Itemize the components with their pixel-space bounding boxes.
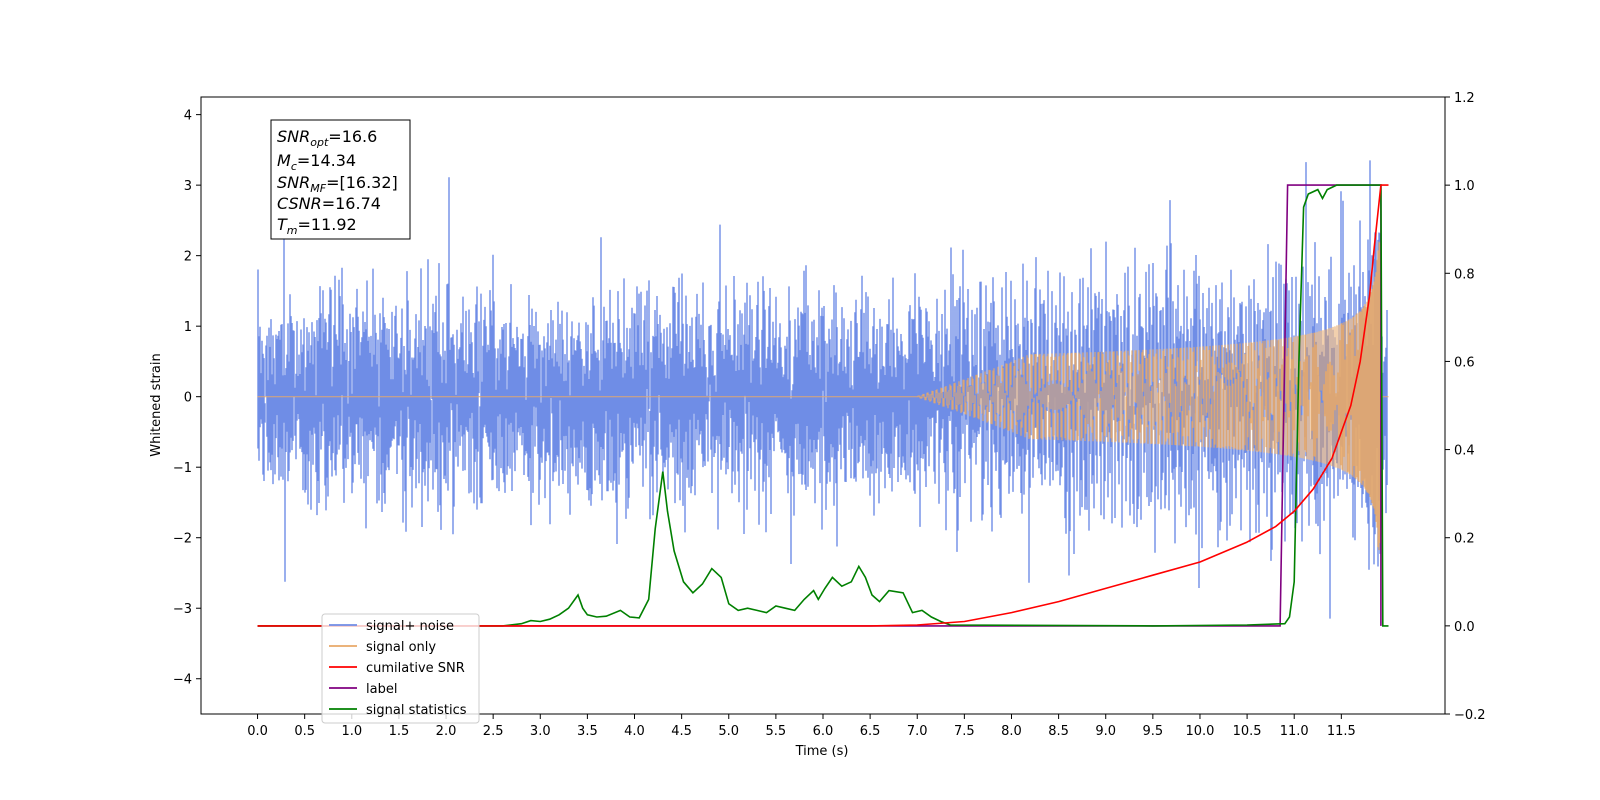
legend-label: signal only (366, 640, 436, 655)
x-tick-label: 7.0 (907, 724, 928, 739)
y-tick-label: 4 (184, 109, 192, 124)
x-tick-label: 1.5 (389, 724, 410, 739)
y2-tick-label: 0.2 (1454, 532, 1475, 547)
x-tick-label: 11.5 (1327, 724, 1356, 739)
x-tick-label: 6.0 (813, 724, 834, 739)
x-tick-label: 5.5 (766, 724, 787, 739)
info-tm: Tm=11.92 (277, 215, 357, 237)
y2-axis-ticks: −0.2 0.0 0.2 0.4 0.6 0.8 1.0 1.2 (1445, 91, 1486, 723)
x-tick-label: 9.0 (1095, 724, 1116, 739)
x-tick-label: 0.5 (294, 724, 315, 739)
y-tick-label: −4 (173, 673, 192, 688)
y2-tick-label: 1.0 (1454, 179, 1475, 194)
info-mc: Mc=14.34 (277, 151, 356, 173)
y-tick-label: −3 (173, 602, 192, 617)
x-tick-label: 7.5 (954, 724, 975, 739)
y-tick-label: 3 (184, 179, 192, 194)
series-cumulative-snr (257, 184, 1389, 627)
x-tick-label: 8.0 (1001, 724, 1022, 739)
x-tick-label: 8.5 (1048, 724, 1069, 739)
y2-tick-label: −0.2 (1454, 708, 1486, 723)
legend: signal+ noise signal only cumilative SNR la… (321, 613, 480, 724)
y2-tick-label: 0.0 (1454, 620, 1475, 635)
x-tick-label: 0.0 (247, 724, 268, 739)
x-tick-label: 4.0 (624, 724, 645, 739)
legend-label: signal+ noise (366, 619, 454, 634)
legend-frame (321, 613, 480, 724)
legend-label: cumilative SNR (366, 661, 465, 676)
x-axis-label: Time (s) (795, 744, 849, 759)
x-tick-label: 11.0 (1280, 724, 1309, 739)
y2-tick-label: 1.2 (1454, 91, 1475, 106)
x-tick-label: 3.5 (577, 724, 598, 739)
y2-tick-label: 0.6 (1454, 355, 1475, 370)
x-tick-label: 10.0 (1185, 724, 1214, 739)
y-axis-ticks: −4 −3 −2 −1 0 1 2 3 4 (173, 109, 201, 688)
x-tick-label: 1.0 (341, 724, 362, 739)
legend-label: label (366, 682, 397, 697)
info-box: SNRopt=16.6 Mc=14.34 SNRMF=[16.32] CSNR=… (270, 119, 411, 240)
x-tick-label: 5.0 (718, 724, 739, 739)
x-tick-label: 6.5 (860, 724, 881, 739)
info-snr-opt: SNRopt=16.6 (277, 127, 377, 149)
info-csnr: CSNR=16.74 (277, 194, 381, 213)
series-signal-statistics (257, 184, 1389, 627)
x-tick-label: 3.0 (530, 724, 551, 739)
info-snr-mf: SNRMF=[16.32] (277, 173, 398, 195)
x-tick-label: 2.0 (436, 724, 457, 739)
y-tick-label: −1 (173, 461, 192, 476)
y-axis-label: Whitened strain (149, 353, 164, 456)
y2-tick-label: 0.8 (1454, 267, 1475, 282)
x-tick-label: 4.5 (671, 724, 692, 739)
series-signal-only (257, 241, 1389, 551)
y-tick-label: 2 (184, 250, 192, 265)
x-axis-ticks: 0.0 0.5 1.0 1.5 2.0 2.5 3.0 3.5 4.0 4.5 5.0 5.5 6.0 6… (247, 714, 1356, 739)
x-tick-label: 2.5 (483, 724, 504, 739)
x-tick-label: 9.5 (1143, 724, 1164, 739)
y2-tick-label: 0.4 (1454, 444, 1475, 459)
legend-items: signal+ noise signal only cumilative SNR la… (329, 619, 467, 718)
series-layer (257, 160, 1389, 627)
y-tick-label: 0 (184, 391, 192, 406)
y-tick-label: −2 (173, 532, 192, 547)
y-tick-label: 1 (184, 320, 192, 335)
legend-label: signal statistics (366, 703, 467, 718)
x-tick-label: 10.5 (1233, 724, 1262, 739)
info-box-frame (270, 119, 411, 240)
